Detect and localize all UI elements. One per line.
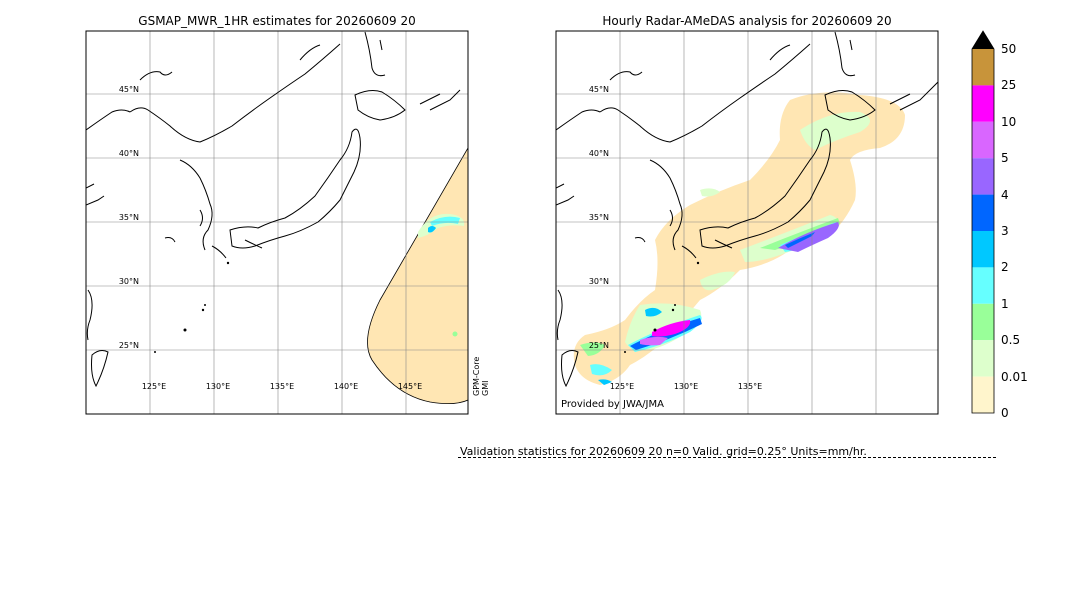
colorbar-label: 0.5 <box>1001 333 1021 347</box>
islands <box>624 261 700 353</box>
left-lat-label: 25°N <box>119 341 139 350</box>
colorbar-segment <box>972 49 994 86</box>
right-lat-label: 40°N <box>589 149 609 158</box>
coastlines <box>86 31 461 388</box>
colorbar-segment <box>972 231 994 268</box>
validation-statistics: Validation statistics for 20260609 20 n=… <box>460 445 867 458</box>
precip-patch <box>652 320 691 337</box>
left-lat-label: 45°N <box>119 85 139 94</box>
colorbar-label: 0.01 <box>1001 370 1028 384</box>
sensor-label: GMI <box>481 381 490 396</box>
precip-patch <box>700 271 735 291</box>
precip-patch <box>645 307 662 317</box>
left-lon-label: 130°E <box>206 382 230 391</box>
precip-patch <box>430 216 460 226</box>
precip-patch <box>598 379 612 385</box>
colorbar-segment <box>972 85 994 122</box>
colorbar-label: 0 <box>1001 406 1009 420</box>
left-map-title: GSMAP_MWR_1HR estimates for 20260609 20 <box>138 14 416 28</box>
colorbar-segment <box>972 267 994 304</box>
right-map-title: Hourly Radar-AMeDAS analysis for 2026060… <box>602 14 892 28</box>
colorbar-segment <box>972 158 994 195</box>
right-map <box>555 30 939 415</box>
colorbar-segment <box>972 303 994 341</box>
colorbar-segment <box>972 340 994 377</box>
validation-divider <box>458 457 996 458</box>
left-map-frame <box>85 30 469 415</box>
sensor-label: GPM-Core <box>472 357 481 396</box>
left-lon-label: 145°E <box>398 382 422 391</box>
colorbar-segment <box>972 194 994 231</box>
precip-patch <box>785 232 815 248</box>
right-lon-label: 125°E <box>610 382 634 391</box>
colorbar-label: 50 <box>1001 42 1017 56</box>
colorbar-label: 5 <box>1001 151 1009 165</box>
colorbar-label: 25 <box>1001 78 1017 92</box>
precip-patch <box>800 111 870 150</box>
left-lon-label: 125°E <box>142 382 166 391</box>
right-map-frame <box>555 30 939 415</box>
colorbar <box>971 30 995 414</box>
precip-patch <box>700 188 720 197</box>
coastlines <box>556 31 938 388</box>
precip-patch <box>640 336 668 346</box>
right-lat-label: 30°N <box>589 277 609 286</box>
right-lat-label: 35°N <box>589 213 609 222</box>
colorbar-segment <box>972 121 994 159</box>
right-lat-label: 25°N <box>589 341 609 350</box>
colorbar-label: 10 <box>1001 115 1017 129</box>
left-lon-label: 140°E <box>334 382 358 391</box>
right-lon-label: 135°E <box>738 382 762 391</box>
right-lon-label: 130°E <box>674 382 698 391</box>
precip-patch <box>452 331 458 337</box>
left-lon-label: 135°E <box>270 382 294 391</box>
colorbar-label: 2 <box>1001 260 1009 274</box>
precip-patch <box>760 218 840 250</box>
left-lat-label: 30°N <box>119 277 139 286</box>
precip-patch <box>580 342 605 356</box>
radar-coverage <box>573 92 905 385</box>
left-lat-label: 35°N <box>119 213 139 222</box>
precip-patch <box>428 226 436 233</box>
colorbar-extend-arrow <box>972 31 994 49</box>
islands <box>154 261 230 353</box>
colorbar-label: 1 <box>1001 297 1009 311</box>
colorbar-label: 4 <box>1001 188 1009 202</box>
left-map <box>85 30 469 415</box>
gmi-swath <box>367 147 468 404</box>
left-lat-label: 40°N <box>119 149 139 158</box>
right-lat-label: 45°N <box>589 85 609 94</box>
colorbar-label: 3 <box>1001 224 1009 238</box>
credit-text: Provided by JWA/JMA <box>561 399 664 410</box>
colorbar-segment <box>972 376 994 413</box>
precip-patch <box>590 364 612 376</box>
